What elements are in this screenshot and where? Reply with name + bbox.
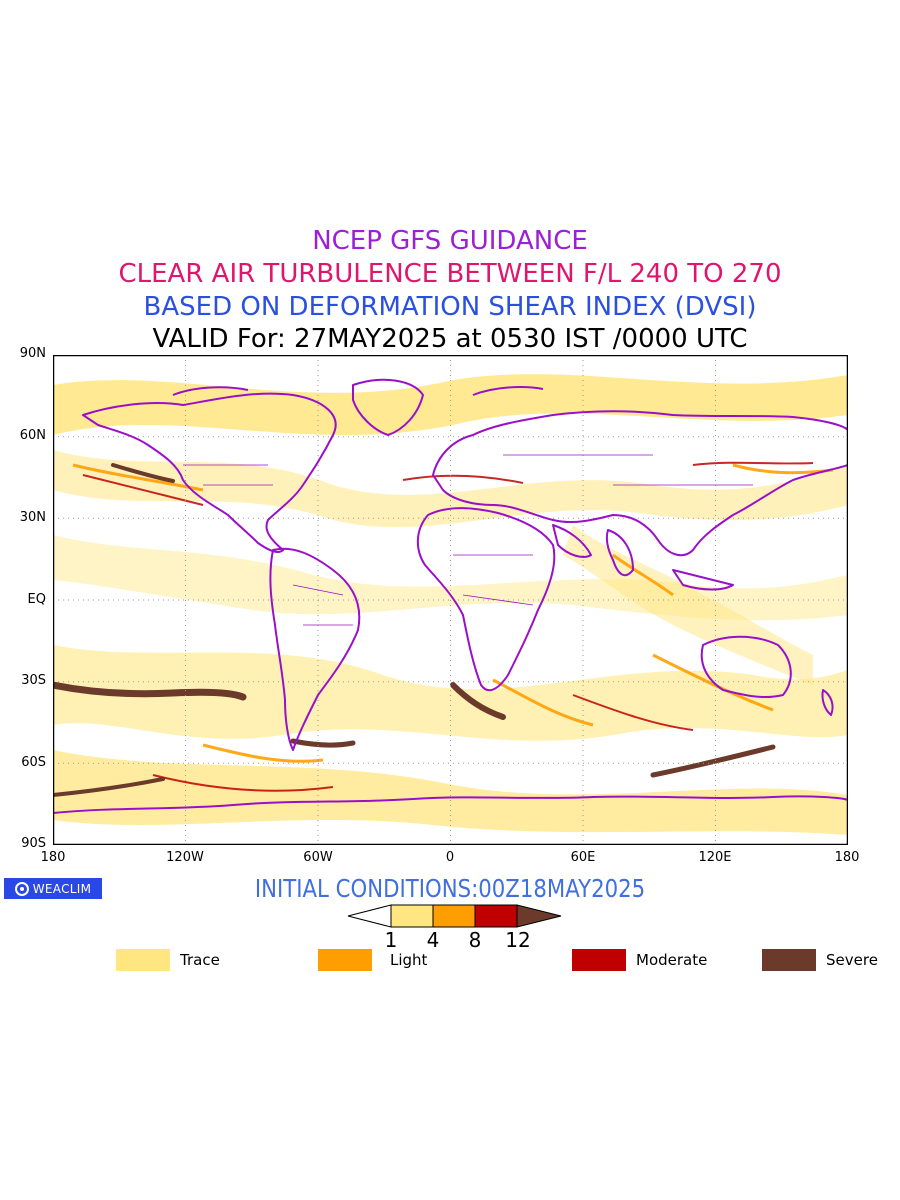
colorbar-tick-1: 1 [384,928,398,952]
lat-label-90s: 90S [21,836,46,851]
colorbar-trace [390,904,434,928]
title-line-1: NCEP GFS GUIDANCE [312,226,588,256]
initial-conditions: INITIAL CONDITIONS:00Z18MAY2025 [254,874,646,903]
legend-swatch-light [318,949,372,971]
lon-label-0: 0 [445,850,455,865]
weaclim-logo: WEACLIM [4,878,102,899]
brand-text: WEACLIM [32,881,92,896]
legend-swatch-trace [116,949,170,971]
legend-swatch-moderate [572,949,626,971]
lat-label-60s: 60S [21,755,46,770]
title-line-2: CLEAR AIR TURBULENCE BETWEEN F/L 240 TO … [118,259,782,289]
colorbar-over-triangle [516,904,562,928]
lat-label-eq: EQ [27,592,46,607]
title-line-4-valid-time: VALID For: 27MAY2025 at 0530 IST /0000 U… [152,324,748,354]
legend-label-moderate: Moderate [636,951,708,969]
lat-label-60n: 60N [19,428,46,443]
lon-label-180e: 180 [834,850,860,865]
colorbar-light [432,904,476,928]
title-line-3: BASED ON DEFORMATION SHEAR INDEX (DVSI) [143,292,757,322]
lat-lon-grid [53,355,848,845]
circle-logo-icon [14,881,29,896]
legend-label-severe: Severe [826,951,878,969]
colorbar [347,904,562,928]
colorbar-under-triangle [347,904,392,928]
legend-label-trace: Trace [180,951,220,969]
lon-label-60e: 60E [570,850,596,865]
legend-swatch-severe [762,949,816,971]
country-borders [183,454,753,626]
lon-label-180w: 180 [40,850,66,865]
legend-label-light: Light [390,951,428,969]
turbulence-shading [53,374,848,835]
lat-label-30s: 30S [21,673,46,688]
lat-label-30n: 30N [19,510,46,525]
colorbar-tick-4: 4 [426,928,440,952]
lon-label-60w: 60W [303,850,333,865]
colorbar-tick-12: 12 [505,928,531,952]
turbulence-map [53,355,848,845]
colorbar-tick-8: 8 [468,928,482,952]
colorbar-moderate [474,904,518,928]
lat-label-90n: 90N [19,346,46,361]
lon-label-120e: 120E [698,850,732,865]
lon-label-120w: 120W [166,850,204,865]
coastlines [53,378,848,814]
